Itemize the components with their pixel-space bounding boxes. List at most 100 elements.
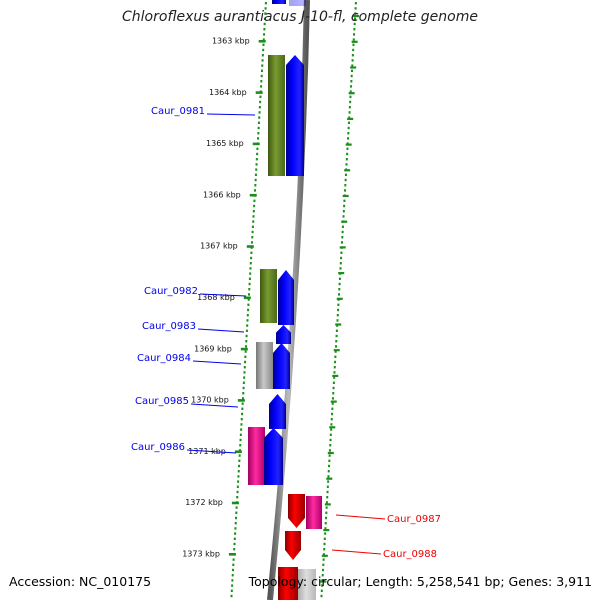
gc-dot [334, 350, 337, 353]
gc-dot [336, 319, 339, 322]
gc-dot [321, 584, 324, 587]
gc-dot [341, 225, 344, 228]
gene-arrow [273, 343, 290, 389]
gene-labels: Caur_0981 Caur_0982 Caur_0983 Caur_0984 Caur… [131, 106, 441, 560]
gc-bar [329, 426, 336, 429]
gc-dot [354, 12, 357, 15]
gc-dot [247, 308, 250, 312]
gc-dot [326, 490, 329, 494]
gc-bar [327, 451, 334, 455]
gc-dot [247, 293, 250, 296]
gc-dot [231, 584, 234, 587]
gc-dot [255, 163, 258, 166]
scale-tick-label: 1370 kbp [191, 396, 229, 405]
gc-dot [252, 210, 255, 213]
gc-dot [247, 298, 250, 301]
gc-dot [327, 480, 330, 483]
gc-dot [327, 475, 330, 478]
gc-bar [344, 169, 351, 172]
gc-bar [338, 272, 345, 275]
gene-label[interactable]: Caur_0988 [383, 549, 437, 560]
gc-bar [342, 194, 349, 198]
gc-dot [248, 288, 251, 291]
gc-dot [354, 2, 357, 5]
gc-dot [241, 407, 244, 410]
gc-dot [347, 126, 350, 130]
gc-dot [335, 329, 338, 332]
gc-dot [253, 199, 256, 202]
gc-dot [244, 360, 247, 364]
scale-tick-label: 1367 kbp [200, 242, 238, 251]
gene-label[interactable]: Caur_0985 [135, 396, 189, 407]
gc-content-dotted-rings [230, 2, 360, 598]
gc-dot [237, 470, 240, 473]
gc-dot [332, 381, 335, 384]
gc-dot [325, 511, 328, 514]
gc-dot [244, 345, 247, 348]
gc-dot [331, 397, 334, 400]
gc-dot [236, 496, 239, 499]
gc-dot [334, 345, 337, 348]
gc-dot [248, 277, 251, 280]
feature-track [248, 0, 322, 600]
gc-dot [242, 381, 245, 384]
gc-dot [322, 558, 325, 561]
gc-dot [331, 407, 334, 410]
gc-bar [341, 220, 348, 223]
gc-dot [230, 594, 233, 598]
gc-dot [263, 22, 266, 26]
gc-dot [347, 121, 350, 124]
gc-dot [344, 173, 347, 176]
topology-text: Topology: circular; Length: 5,258,541 bp… [248, 574, 592, 589]
gc-dot [232, 558, 235, 561]
gene-label[interactable]: Caur_0981 [151, 106, 205, 117]
gc-dot [261, 64, 264, 67]
gc-dot [332, 386, 335, 390]
gc-dot [260, 69, 263, 72]
gc-dot [328, 464, 331, 468]
gc-dot [250, 251, 253, 254]
gc-dot [259, 95, 262, 98]
gc-dot [349, 90, 352, 93]
gc-dot [352, 43, 355, 46]
gene-label[interactable]: Caur_0982 [144, 286, 198, 297]
gc-dot [231, 574, 234, 577]
gc-dot [332, 392, 335, 395]
scale-tick-label: 1369 kbp [194, 344, 232, 353]
gc-dot [254, 189, 257, 192]
gc-dot [337, 303, 340, 306]
gc-dot [243, 371, 246, 374]
gc-dot [341, 230, 344, 234]
gene-label[interactable]: Caur_0987 [387, 514, 441, 525]
gc-dot [230, 589, 233, 592]
gc-dot [249, 267, 252, 270]
gene-arrow [286, 55, 304, 176]
gc-dot [348, 106, 351, 109]
gc-dot [252, 220, 255, 223]
gc-dot [240, 428, 243, 431]
gene-label[interactable]: Caur_0984 [137, 353, 191, 364]
gc-dot [241, 402, 244, 405]
partial-gene-block [278, 567, 298, 600]
gc-dot [248, 282, 251, 286]
gc-dot [249, 262, 252, 265]
gc-dot [245, 329, 248, 332]
gc-dot [340, 251, 343, 254]
gc-dot [338, 282, 341, 286]
scale-tick [240, 347, 248, 351]
gc-dot [247, 303, 250, 306]
gc-dot [233, 537, 236, 540]
gene-label[interactable]: Caur_0986 [131, 442, 185, 453]
gc-bar [321, 554, 328, 557]
gc-dot [254, 178, 257, 182]
gc-bar [336, 297, 343, 300]
scale-tick-label: 1365 kbp [206, 139, 244, 148]
gc-dot [242, 392, 245, 395]
scale-tick-label: 1364 kbp [209, 88, 247, 97]
gene-label-leader [331, 549, 382, 555]
gc-dot [353, 33, 356, 36]
gene-arrow [269, 394, 286, 429]
gene-label[interactable]: Caur_0983 [142, 321, 196, 332]
gc-dot [339, 267, 342, 270]
gc-dot [239, 433, 242, 436]
